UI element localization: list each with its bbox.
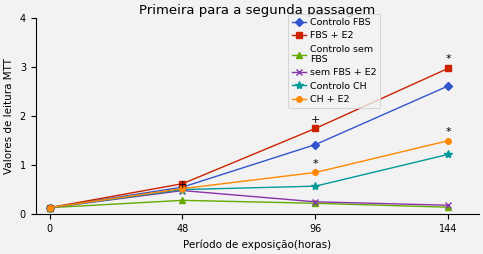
- Title: Primeira para a segunda passagem: Primeira para a segunda passagem: [139, 4, 375, 17]
- Controlo sem
FBS: [313, 202, 318, 205]
- Legend: Controlo FBS, FBS + E2, Controlo sem
FBS, sem FBS + E2, Controlo CH, CH + E2: Controlo FBS, FBS + E2, Controlo sem FBS…: [288, 14, 381, 108]
- Line: Controlo sem
FBS: Controlo sem FBS: [47, 198, 451, 211]
- CH + E2: [313, 171, 318, 174]
- Controlo CH: [180, 188, 185, 191]
- CH + E2: [47, 206, 53, 209]
- Controlo FBS: [445, 84, 451, 87]
- Controlo FBS: [47, 206, 53, 209]
- Line: Controlo FBS: Controlo FBS: [47, 83, 451, 211]
- Line: FBS + E2: FBS + E2: [47, 66, 451, 211]
- FBS + E2: [445, 67, 451, 70]
- sem FBS + E2: [47, 206, 53, 209]
- Controlo FBS: [313, 143, 318, 146]
- Text: *: *: [445, 54, 451, 64]
- sem FBS + E2: [313, 200, 318, 203]
- FBS + E2: [313, 127, 318, 130]
- CH + E2: [180, 187, 185, 190]
- Y-axis label: Valores de leitura MTT: Valores de leitura MTT: [4, 58, 14, 174]
- CH + E2: [445, 139, 451, 142]
- Line: sem FBS + E2: sem FBS + E2: [47, 188, 451, 211]
- Text: +: +: [311, 115, 320, 125]
- Text: *: *: [313, 159, 318, 169]
- Controlo CH: [445, 153, 451, 156]
- Text: +: +: [178, 180, 187, 189]
- Line: CH + E2: CH + E2: [47, 138, 451, 211]
- Controlo sem
FBS: [180, 199, 185, 202]
- Controlo sem
FBS: [445, 206, 451, 209]
- sem FBS + E2: [180, 189, 185, 192]
- X-axis label: Período de exposição(horas): Período de exposição(horas): [183, 239, 331, 250]
- sem FBS + E2: [445, 204, 451, 207]
- FBS + E2: [180, 182, 185, 185]
- Controlo sem
FBS: [47, 206, 53, 209]
- FBS + E2: [47, 206, 53, 209]
- Controlo CH: [313, 185, 318, 188]
- Text: *: *: [445, 127, 451, 137]
- Controlo CH: [47, 206, 53, 209]
- Line: Controlo CH: Controlo CH: [45, 150, 453, 212]
- Controlo FBS: [180, 186, 185, 189]
